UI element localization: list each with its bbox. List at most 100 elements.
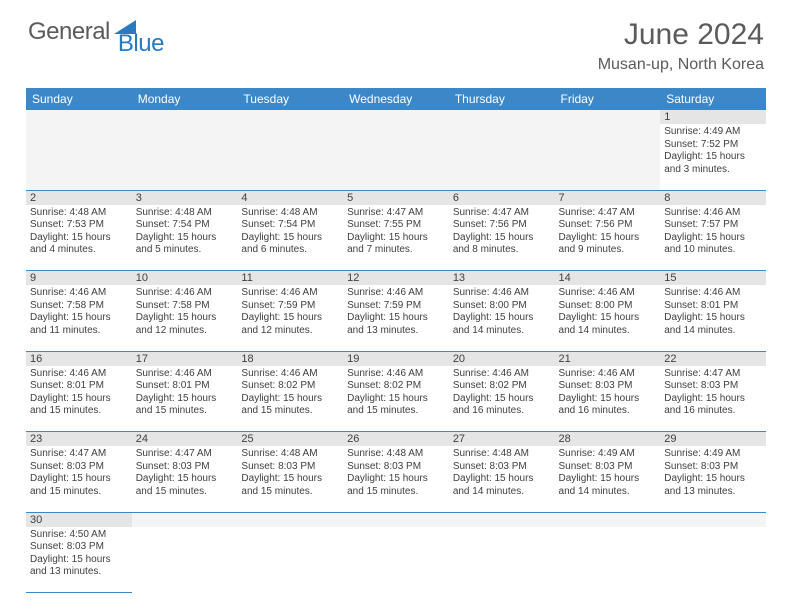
day-number-cell: 8 <box>660 190 766 205</box>
sunset-text: Sunset: 7:53 PM <box>30 219 128 232</box>
daylight-text: Daylight: 15 hours and 16 minutes. <box>664 393 762 418</box>
daylight-text: Daylight: 15 hours and 15 minutes. <box>347 393 445 418</box>
sunset-text: Sunset: 7:52 PM <box>664 139 762 152</box>
sunrise-text: Sunrise: 4:47 AM <box>559 207 657 220</box>
sunset-text: Sunset: 8:03 PM <box>664 461 762 474</box>
sunset-text: Sunset: 7:58 PM <box>30 300 128 313</box>
sunrise-text: Sunrise: 4:49 AM <box>664 448 762 461</box>
sunset-text: Sunset: 8:02 PM <box>347 380 445 393</box>
sunrise-text: Sunrise: 4:46 AM <box>559 287 657 300</box>
day-content-cell: Sunrise: 4:48 AMSunset: 8:03 PMDaylight:… <box>343 446 449 512</box>
weekday-header: Sunday <box>26 88 132 110</box>
day-number-row: 16171819202122 <box>26 351 766 366</box>
weekday-header-row: Sunday Monday Tuesday Wednesday Thursday… <box>26 88 766 110</box>
day-content-cell: Sunrise: 4:46 AMSunset: 8:02 PMDaylight:… <box>237 366 343 432</box>
daylight-text: Daylight: 15 hours and 15 minutes. <box>136 473 234 498</box>
day-number-cell: 27 <box>449 432 555 447</box>
day-content-cell: Sunrise: 4:46 AMSunset: 7:58 PMDaylight:… <box>132 285 238 351</box>
weekday-header: Tuesday <box>237 88 343 110</box>
sunset-text: Sunset: 7:55 PM <box>347 219 445 232</box>
day-content-row: Sunrise: 4:49 AMSunset: 7:52 PMDaylight:… <box>26 124 766 190</box>
day-number-cell: 28 <box>555 432 661 447</box>
day-number-cell: 22 <box>660 351 766 366</box>
day-content-cell: Sunrise: 4:46 AMSunset: 8:01 PMDaylight:… <box>660 285 766 351</box>
day-content-row: Sunrise: 4:46 AM Sunset: 7:58 PM Daylight:… <box>26 285 766 351</box>
sunrise-text: Sunrise: 4:47 AM <box>136 448 234 461</box>
day-number-cell <box>555 110 661 124</box>
day-content-row: Sunrise: 4:46 AMSunset: 8:01 PMDaylight:… <box>26 366 766 432</box>
sunset-text: Sunset: 8:03 PM <box>30 461 128 474</box>
day-content-cell: Sunrise: 4:46 AMSunset: 8:01 PMDaylight:… <box>26 366 132 432</box>
day-number-row: 2345678 <box>26 190 766 205</box>
day-number-cell: 16 <box>26 351 132 366</box>
day-content-cell: Sunrise: 4:47 AMSunset: 8:03 PMDaylight:… <box>132 446 238 512</box>
day-number-cell <box>555 512 661 527</box>
day-number-cell: 1 <box>660 110 766 124</box>
daylight-text: Daylight: 15 hours and 15 minutes. <box>241 473 339 498</box>
day-number-cell: 17 <box>132 351 238 366</box>
daylight-text: Daylight: 15 hours and 5 minutes. <box>136 232 234 257</box>
day-content-cell: Sunrise: 4:46 AMSunset: 8:00 PMDaylight:… <box>555 285 661 351</box>
daylight-text: Daylight: 15 hours and 15 minutes. <box>136 393 234 418</box>
sunset-text: Sunset: 7:59 PM <box>347 300 445 313</box>
sunset-text: Sunset: 8:01 PM <box>30 380 128 393</box>
sunset-text: Sunset: 8:03 PM <box>559 461 657 474</box>
sunset-text: Sunset: 8:03 PM <box>30 541 128 554</box>
day-content-cell <box>132 527 238 593</box>
sunset-text: Sunset: 8:01 PM <box>664 300 762 313</box>
daylight-text: Daylight: 15 hours and 6 minutes. <box>241 232 339 257</box>
daylight-text: Daylight: 15 hours and 14 minutes. <box>559 312 657 337</box>
sunset-text: Sunset: 8:02 PM <box>241 380 339 393</box>
daylight-text: Daylight: 15 hours and 14 minutes. <box>664 312 762 337</box>
sunset-text: Sunset: 7:59 PM <box>241 300 339 313</box>
sunrise-text: Sunrise: 4:46 AM <box>241 368 339 381</box>
weekday-header: Thursday <box>449 88 555 110</box>
daylight-text: Daylight: 15 hours and 13 minutes. <box>347 312 445 337</box>
day-content-cell: Sunrise: 4:47 AMSunset: 8:03 PMDaylight:… <box>26 446 132 512</box>
day-number-cell: 7 <box>555 190 661 205</box>
sunrise-text: Sunrise: 4:49 AM <box>559 448 657 461</box>
day-number-cell: 25 <box>237 432 343 447</box>
day-content-cell <box>449 124 555 190</box>
day-number-cell <box>132 512 238 527</box>
day-content-cell: Sunrise: 4:46 AMSunset: 8:03 PMDaylight:… <box>555 366 661 432</box>
day-content-cell: Sunrise: 4:48 AMSunset: 7:54 PMDaylight:… <box>237 205 343 271</box>
sunrise-text: Sunrise: 4:46 AM <box>136 287 234 300</box>
day-content-cell: Sunrise: 4:47 AMSunset: 7:55 PMDaylight:… <box>343 205 449 271</box>
daylight-text: Daylight: 15 hours and 14 minutes. <box>453 312 551 337</box>
sunset-text: Sunset: 7:54 PM <box>136 219 234 232</box>
day-number-row: 23242526272829 <box>26 432 766 447</box>
sunset-text: Sunset: 8:03 PM <box>241 461 339 474</box>
day-number-cell <box>660 512 766 527</box>
page-title: June 2024 <box>598 18 764 52</box>
sunrise-text: Sunrise: 4:47 AM <box>453 207 551 220</box>
day-number-cell: 30 <box>26 512 132 527</box>
sunrise-text: Sunrise: 4:46 AM <box>241 287 339 300</box>
day-content-cell: Sunrise: 4:46 AMSunset: 7:58 PMDaylight:… <box>26 285 132 351</box>
logo-text-blue: Blue <box>118 30 164 58</box>
day-content-cell: Sunrise: 4:46 AMSunset: 7:59 PMDaylight:… <box>237 285 343 351</box>
daylight-text: Daylight: 15 hours and 14 minutes. <box>559 473 657 498</box>
sunrise-text: Sunrise: 4:48 AM <box>30 207 128 220</box>
daylight-text: Daylight: 15 hours and 12 minutes. <box>241 312 339 337</box>
day-content-cell: Sunrise: 4:49 AMSunset: 7:52 PMDaylight:… <box>660 124 766 190</box>
sunrise-text: Sunrise: 4:48 AM <box>136 207 234 220</box>
day-number-cell <box>449 512 555 527</box>
day-number-cell: 23 <box>26 432 132 447</box>
sunrise-text: Sunrise: 4:46 AM <box>559 368 657 381</box>
daylight-text: Daylight: 15 hours and 13 minutes. <box>30 554 128 579</box>
sunset-text: Sunset: 7:56 PM <box>559 219 657 232</box>
sunset-text: Sunset: 7:54 PM <box>241 219 339 232</box>
daylight-text: Daylight: 15 hours and 7 minutes. <box>347 232 445 257</box>
sunrise-text: Sunrise: 4:46 AM <box>347 287 445 300</box>
day-number-cell: 9 <box>26 271 132 286</box>
day-content-cell: Sunrise: 4:47 AMSunset: 7:56 PMDaylight:… <box>449 205 555 271</box>
sunrise-text: Sunrise: 4:50 AM <box>30 529 128 542</box>
day-content-cell <box>132 124 238 190</box>
day-content-row: Sunrise: 4:50 AMSunset: 8:03 PMDaylight:… <box>26 527 766 593</box>
day-number-cell: 15 <box>660 271 766 286</box>
daylight-text: Daylight: 15 hours and 13 minutes. <box>664 473 762 498</box>
day-content-cell: Sunrise: 4:46 AMSunset: 7:57 PMDaylight:… <box>660 205 766 271</box>
sunset-text: Sunset: 8:01 PM <box>136 380 234 393</box>
day-number-cell <box>343 110 449 124</box>
